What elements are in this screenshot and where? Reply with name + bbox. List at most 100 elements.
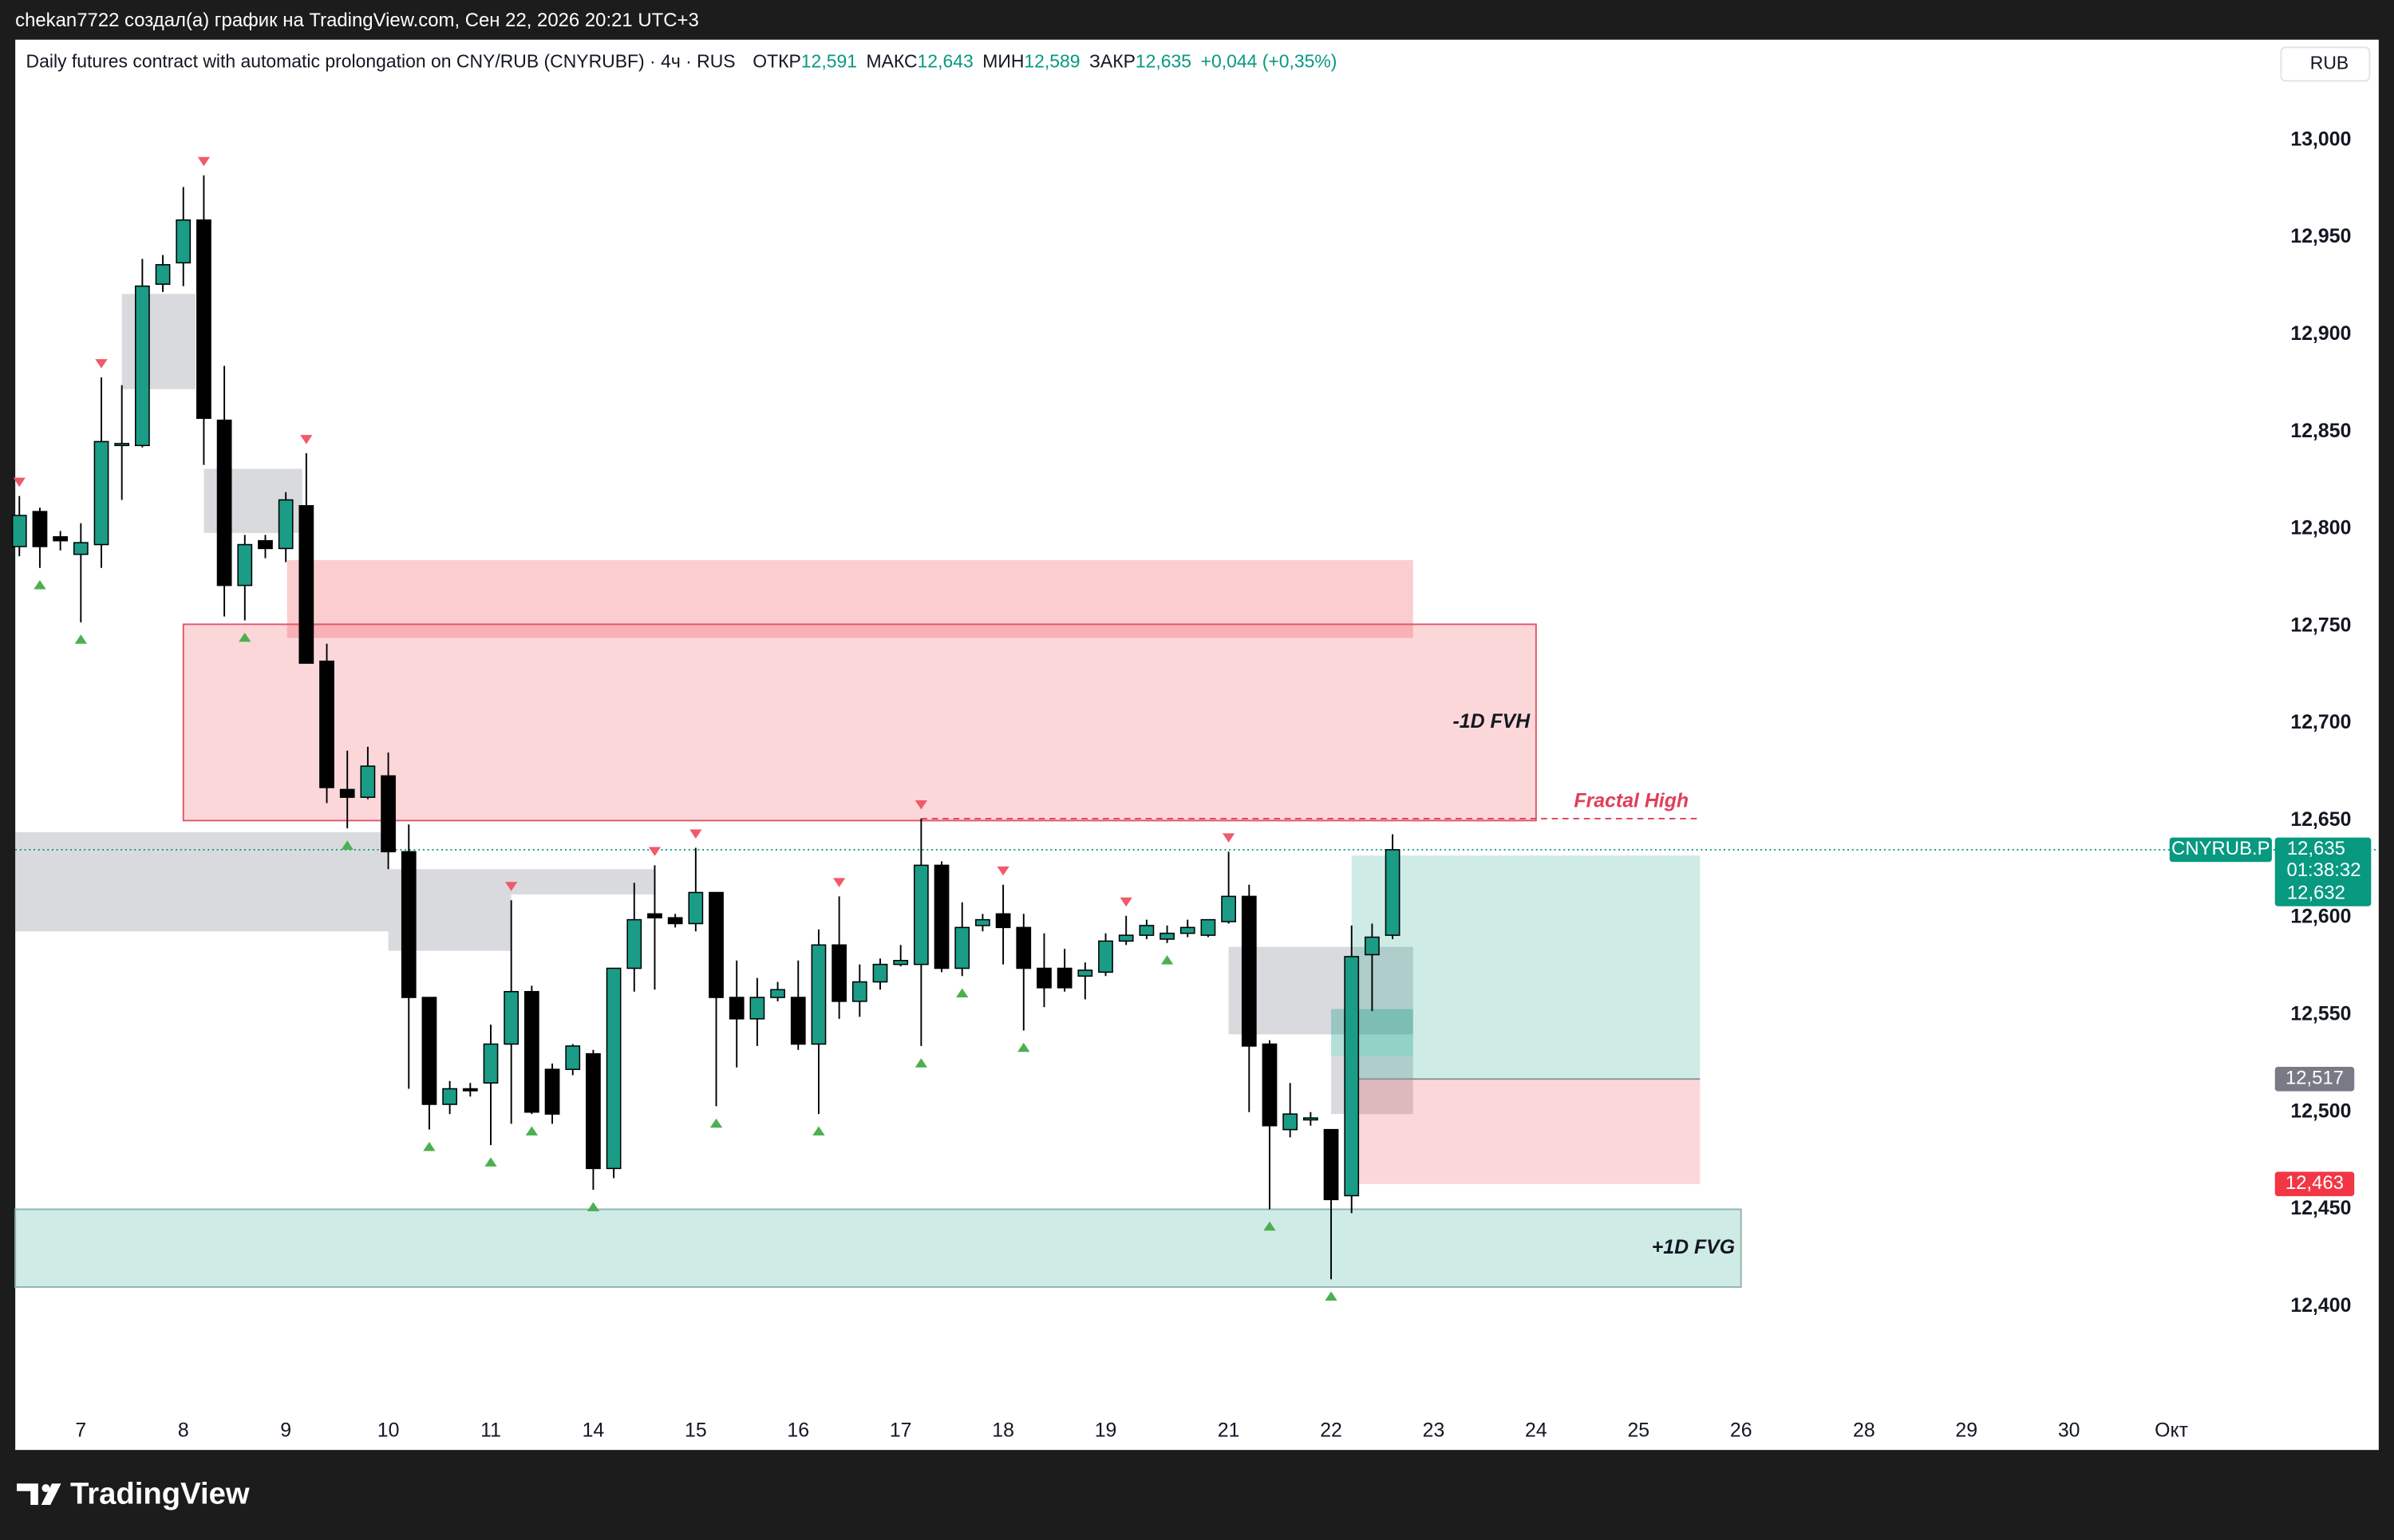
- x-tick-label: 26: [1730, 1420, 1752, 1442]
- y-tick-label: 12,700: [2290, 711, 2351, 733]
- fractal-low: [1160, 955, 1174, 965]
- x-tick-label: 22: [1320, 1420, 1342, 1442]
- candle-body: [1057, 967, 1073, 989]
- candle-body: [462, 1088, 478, 1092]
- candle-body: [381, 775, 396, 853]
- candle-body: [237, 543, 253, 586]
- candle-body: [975, 918, 990, 926]
- candle-body: [770, 989, 785, 998]
- candle-body: [196, 219, 211, 419]
- fractal-low: [34, 580, 46, 590]
- fractal-low: [915, 1058, 928, 1068]
- currency[interactable]: RUB: [2310, 52, 2349, 73]
- candle-body: [565, 1045, 581, 1070]
- candle-body: [421, 997, 437, 1105]
- candle-body: [1118, 934, 1134, 942]
- candle-body: [1262, 1043, 1278, 1127]
- candle-body: [134, 285, 150, 447]
- last-price: 12,635: [2287, 838, 2345, 859]
- x-tick-label: 23: [1423, 1420, 1445, 1442]
- candle-body: [93, 440, 109, 546]
- x-tick-label: 15: [685, 1420, 707, 1442]
- candle-body: [298, 505, 314, 664]
- ohlc-label: ОТКР: [753, 50, 801, 71]
- x-tick-label: Окт: [2155, 1420, 2188, 1442]
- ohlc-label: МИН: [982, 50, 1024, 71]
- candle-body: [442, 1088, 458, 1105]
- candle-body: [1016, 926, 1032, 969]
- candle-body: [360, 765, 376, 798]
- y-tick-label: 12,550: [2290, 1003, 2351, 1025]
- ohlc-value: 12,591: [801, 50, 857, 71]
- candle-body: [155, 264, 171, 285]
- candle-body: [1221, 895, 1236, 922]
- candle-body: [258, 539, 273, 550]
- ohlc-value: 12,589: [1024, 50, 1080, 71]
- x-tick-label: 19: [1095, 1420, 1117, 1442]
- candle-body: [893, 959, 909, 965]
- candle-body: [114, 443, 130, 447]
- last-price-box: [2274, 837, 2372, 906]
- fractal-high: [300, 435, 313, 444]
- zone: [1228, 946, 1413, 1035]
- fractal-low: [1017, 1042, 1030, 1052]
- fractal-low: [587, 1202, 600, 1211]
- stop-price-box: [2274, 1171, 2355, 1197]
- candle-body: [319, 660, 334, 788]
- change: +0,044 (+0,35%): [1201, 50, 1337, 71]
- candle-body: [1302, 1117, 1318, 1121]
- fractal-low: [1325, 1291, 1337, 1301]
- x-tick-label: 10: [377, 1420, 400, 1442]
- chart-panel: [15, 39, 2379, 1451]
- fractal-high: [95, 359, 108, 369]
- candle-body: [647, 913, 662, 918]
- candle-body: [1179, 926, 1195, 934]
- candle-body: [32, 511, 48, 547]
- brand: TradingView: [70, 1477, 250, 1511]
- x-tick-label: 21: [1218, 1420, 1240, 1442]
- entry-price: 12,517: [2285, 1068, 2344, 1089]
- y-tick-label: 12,600: [2290, 906, 2351, 928]
- candle-body: [1323, 1128, 1339, 1201]
- ohlc-value: 12,635: [1136, 50, 1191, 71]
- candle-body: [483, 1043, 499, 1084]
- x-tick-label: 24: [1525, 1420, 1547, 1442]
- fractal-high: [915, 800, 928, 810]
- fractal-high: [1120, 897, 1132, 907]
- candle-body: [11, 515, 27, 547]
- fractal-low: [74, 634, 87, 644]
- candle-body: [913, 864, 929, 965]
- candle-body: [667, 917, 683, 925]
- candle-body: [934, 864, 950, 969]
- y-tick-label: 12,800: [2290, 517, 2351, 539]
- candle-body: [872, 963, 888, 983]
- candle-body: [1385, 849, 1400, 936]
- y-tick-label: 12,900: [2290, 322, 2351, 345]
- fractal-high: [197, 156, 211, 167]
- fractal-high: [505, 882, 518, 891]
- zone: [182, 623, 1537, 822]
- fractal-low: [484, 1157, 497, 1167]
- candle-body: [954, 926, 970, 969]
- legend-title: Daily futures contract with automatic pr…: [26, 50, 736, 71]
- candle-body: [790, 997, 806, 1045]
- candle-body: [544, 1068, 560, 1115]
- fractal-high: [648, 847, 662, 856]
- currency-box[interactable]: [2280, 46, 2371, 82]
- candle-body: [606, 967, 622, 1170]
- zone: [388, 869, 655, 894]
- fractal-high: [997, 866, 1009, 876]
- x-tick-label: 8: [178, 1420, 189, 1442]
- x-tick-label: 25: [1627, 1420, 1649, 1442]
- zone-label: -1D FVH: [1453, 710, 1531, 732]
- stop-zone: [1351, 1079, 1701, 1184]
- fractal-low: [423, 1141, 436, 1151]
- candle-body: [1344, 956, 1360, 1197]
- fractal-low: [709, 1118, 723, 1128]
- candle-body: [1241, 895, 1257, 1047]
- x-tick-label: 7: [75, 1420, 86, 1442]
- candle-body: [709, 891, 724, 998]
- fractal-high: [689, 829, 702, 839]
- fractal-label: Fractal High: [1574, 789, 1689, 811]
- candle-body: [811, 944, 827, 1045]
